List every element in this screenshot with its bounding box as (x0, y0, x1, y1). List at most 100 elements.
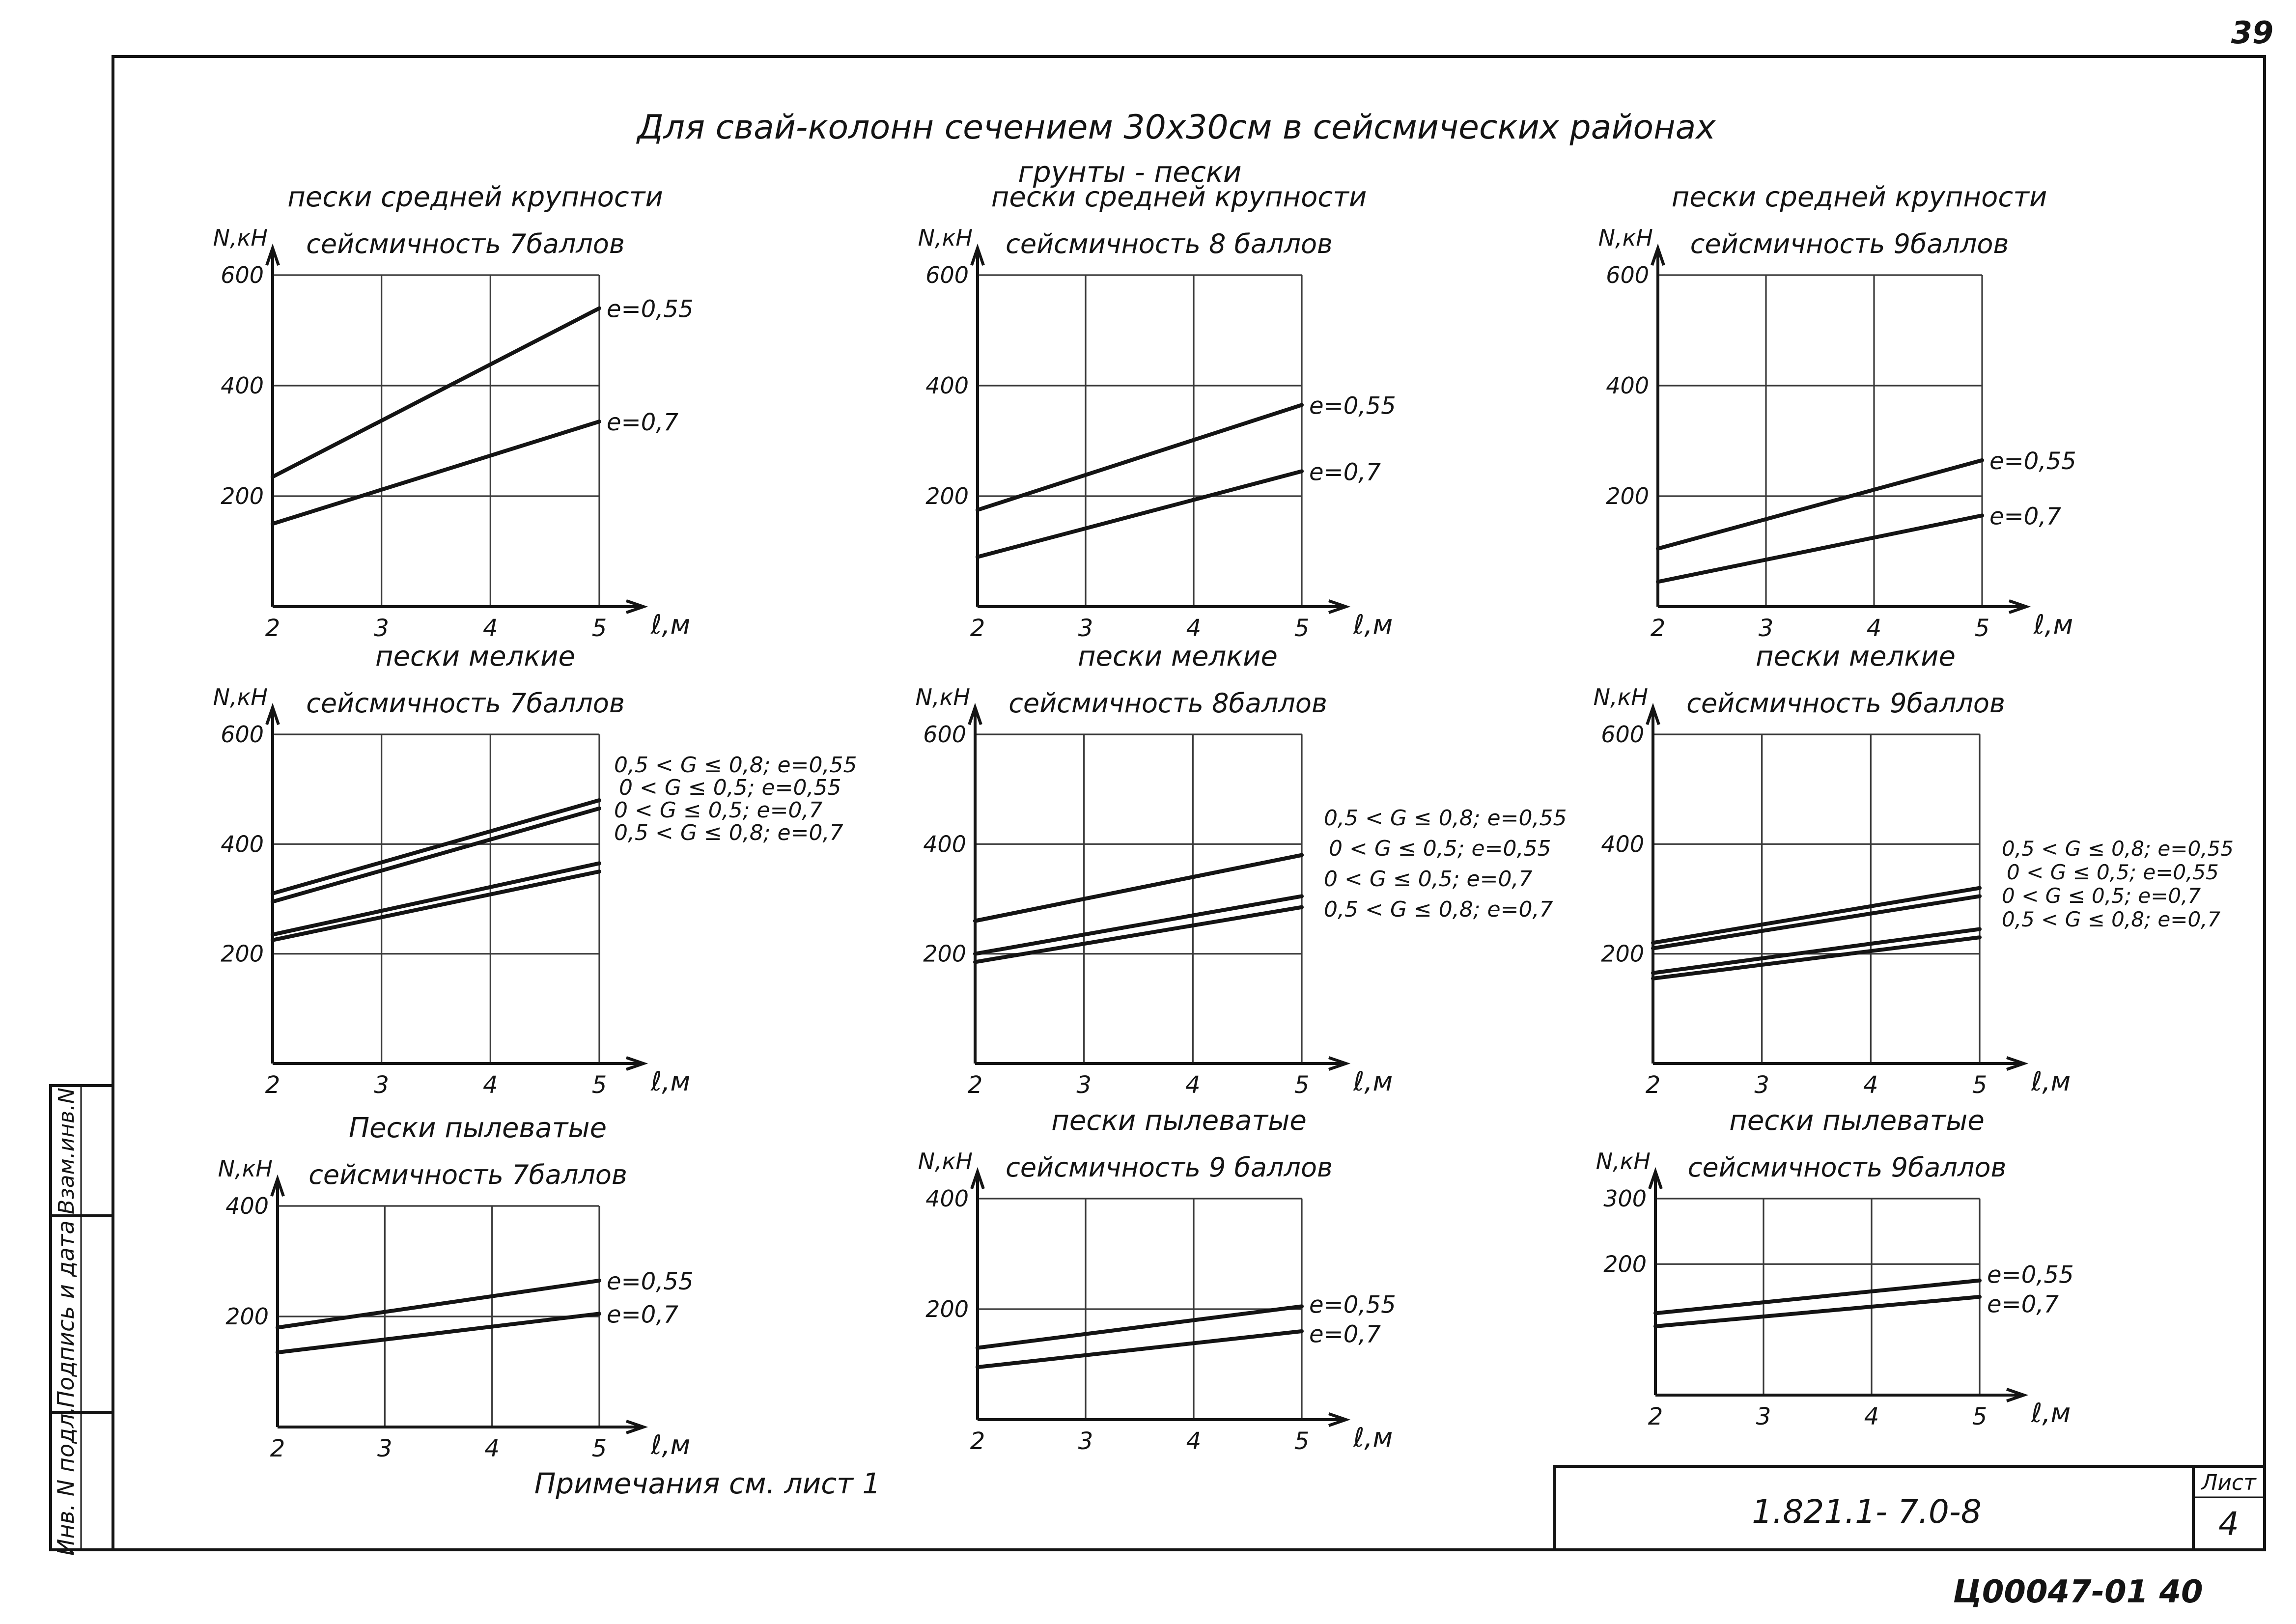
series-line-3 (973, 894, 1304, 956)
y-axis-label: N,кН (213, 224, 268, 251)
series-line-2 (1651, 894, 1982, 951)
x-axis-label: ℓ,м (1353, 1066, 1393, 1097)
panel-subtitle: сейсмичность 7баллов (306, 228, 625, 259)
series-line-2 (1653, 1295, 1982, 1328)
x-tick-label: 5 (1972, 1403, 1988, 1430)
y-axis-label: N,кН (1596, 1148, 1651, 1175)
chart-panels: пески средней крупности сейсмичность 7бал… (213, 181, 2234, 1462)
x-tick-label: 5 (1972, 1071, 1988, 1099)
series-line-3 (1651, 927, 1982, 975)
panel-subtitle: сейсмичность 7баллов (306, 688, 625, 719)
y-axis-label: N,кН (213, 684, 268, 710)
chart-panel-4: пески мелкие сейсмичность 7баллов N,кН ℓ,м 2… (213, 641, 857, 1099)
x-axis-arrow (2009, 599, 2031, 614)
x-axis-arrow (1328, 599, 1351, 614)
series-line-2 (976, 1329, 1304, 1370)
y-tick-label: 400 (923, 831, 966, 857)
series-line-2 (271, 420, 601, 526)
page-number: 39 (2231, 15, 2273, 51)
x-tick-label: 2 (1651, 615, 1666, 642)
x-tick-label: 3 (1078, 615, 1093, 642)
series-label: е=0,7 (1987, 1290, 2059, 1318)
x-tick-label: 2 (1648, 1403, 1663, 1430)
series-line-4 (973, 905, 1304, 964)
chart-panel-1: пески средней крупности сейсмичность 7бал… (213, 181, 694, 642)
series-line-1 (976, 403, 1304, 512)
x-axis-label: ℓ,м (2031, 1398, 2071, 1428)
chart-panel-6: пески мелкие сейсмичность 9баллов N,кН ℓ,м 2… (1594, 641, 2234, 1099)
x-tick-label: 2 (265, 1071, 280, 1099)
x-tick-label: 5 (1975, 615, 1990, 642)
series-label: 0 < G ≤ 0,5; е=0,7 (1324, 867, 1532, 892)
panel-title: пески средней крупности (1672, 181, 2047, 213)
x-tick-label: 4 (484, 1435, 500, 1462)
panel-title: пески пылеватые (1729, 1105, 1985, 1137)
series-label: е=0,7 (1989, 503, 2062, 530)
y-tick-label: 400 (1606, 372, 1649, 399)
panel-title: пески мелкие (1078, 641, 1278, 672)
series-label: 0,5 < G ≤ 0,8; е=0,55 (1324, 806, 1567, 831)
panel-title: Пески пылеватые (349, 1112, 607, 1144)
x-tick-label: 5 (1294, 1071, 1310, 1099)
y-axis-label: N,кН (918, 1148, 973, 1175)
series-line-3 (271, 861, 601, 937)
chart-panel-3: пески средней крупности сейсмичность 9бал… (1598, 181, 2076, 642)
sheet-subtitle: грунты - пески (1018, 155, 1241, 189)
panel-subtitle: сейсмичность 9 баллов (1006, 1152, 1333, 1183)
x-axis-arrow (626, 599, 648, 614)
series-label: 0,5 < G ≤ 0,8; е=0,7 (2002, 907, 2221, 931)
series-line-2 (271, 806, 601, 904)
sheet-label: Лист (2200, 1470, 2257, 1495)
series-label: 0 < G ≤ 0,5; е=0,7 (2002, 884, 2201, 908)
series-label: 0,5 < G ≤ 0,8; е=0,55 (614, 753, 857, 778)
y-tick-label: 400 (1601, 831, 1644, 857)
panel-title: пески средней крупности (991, 181, 1367, 213)
x-axis-arrow (626, 1056, 648, 1071)
x-tick-label: 5 (1294, 1428, 1310, 1455)
panel-subtitle: сейсмичность 9баллов (1690, 228, 2009, 259)
x-axis-label: ℓ,м (2031, 1066, 2071, 1097)
x-tick-label: 3 (1078, 1428, 1093, 1455)
side-strip: Инв. N подл. Подпись и дата Взам.инв.N (49, 1084, 114, 1556)
sheet-number: 4 (2218, 1505, 2239, 1543)
y-tick-label: 600 (1606, 262, 1649, 288)
x-tick-label: 3 (377, 1435, 392, 1462)
x-tick-label: 4 (1185, 1071, 1201, 1099)
x-tick-label: 2 (970, 1428, 985, 1455)
panel-subtitle: сейсмичность 8 баллов (1006, 228, 1333, 259)
x-axis-arrow (1328, 1056, 1351, 1071)
x-tick-label: 2 (970, 615, 985, 642)
series-line-1 (1651, 886, 1982, 945)
y-axis-arrow (270, 1174, 285, 1197)
x-axis-arrow (1328, 1412, 1351, 1427)
x-axis-label: ℓ,м (2033, 609, 2073, 640)
series-label: е=0,55 (1987, 1261, 2074, 1288)
x-tick-label: 4 (1864, 1403, 1879, 1430)
x-tick-label: 3 (1759, 615, 1774, 642)
side-field-inventory: Инв. N подл. (53, 1406, 79, 1556)
panel-title: пески средней крупности (287, 181, 663, 213)
x-tick-label: 4 (1186, 1428, 1202, 1455)
series-line-2 (976, 469, 1304, 559)
chart-panel-9: пески пылеватые сейсмичность 9баллов N,кН ℓ… (1596, 1105, 2074, 1430)
y-axis-label: N,кН (1598, 224, 1653, 251)
series-label: 0,5 < G ≤ 0,8; е=0,7 (1324, 897, 1553, 922)
y-axis-arrow (265, 243, 280, 266)
y-axis-arrow (970, 1167, 985, 1189)
x-tick-label: 3 (1754, 1071, 1769, 1099)
chart-panel-5: пески мелкие сейсмичность 8баллов N,кН ℓ,м 2… (916, 641, 1567, 1099)
y-tick-label: 600 (221, 262, 264, 288)
y-tick-label: 200 (221, 483, 264, 509)
panel-subtitle: сейсмичность 9баллов (1688, 1152, 2007, 1183)
panel-title: пески пылеватые (1051, 1105, 1307, 1137)
series-label: 0,5 < G ≤ 0,8; е=0,7 (614, 820, 843, 845)
y-tick-label: 600 (1601, 721, 1644, 748)
x-tick-label: 2 (270, 1435, 285, 1462)
y-tick-label: 400 (221, 372, 264, 399)
x-tick-label: 5 (592, 615, 607, 642)
x-axis-label: ℓ,м (1353, 1422, 1393, 1453)
y-tick-label: 600 (221, 721, 264, 748)
y-tick-label: 200 (925, 483, 969, 509)
chart-panel-8: пески пылеватые сейсмичность 9 баллов N,кН… (918, 1105, 1396, 1455)
